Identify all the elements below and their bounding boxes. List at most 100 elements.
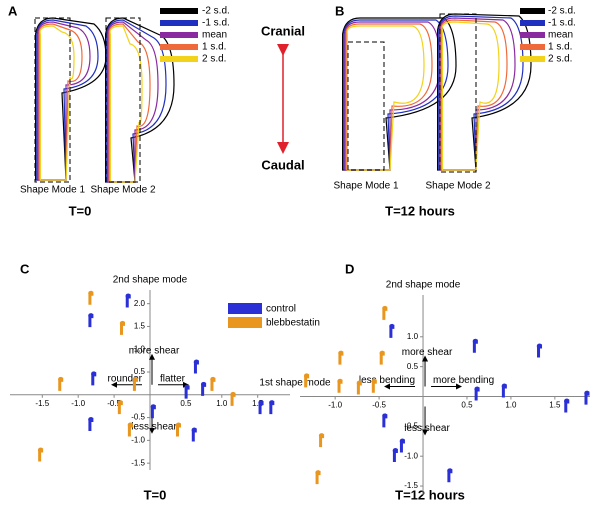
annotation: less bending	[359, 375, 415, 386]
x-tick-label: -1.0	[71, 399, 85, 408]
shape-outline	[441, 21, 500, 171]
legend-swatch	[520, 56, 545, 62]
legend-swatch	[160, 44, 198, 50]
data-point	[318, 433, 325, 448]
data-point	[191, 427, 197, 442]
data-point	[382, 413, 388, 428]
data-point	[150, 404, 156, 419]
shape-outline	[438, 15, 524, 171]
legend-swatch	[160, 32, 198, 38]
panel-letter: B	[335, 3, 344, 18]
annotation: rounder	[108, 373, 143, 384]
data-point	[58, 376, 64, 391]
shape-outline	[109, 25, 143, 183]
legend-swatch	[228, 303, 262, 314]
data-point	[193, 359, 199, 374]
panel-caption: T=0	[69, 203, 92, 218]
data-point	[184, 384, 190, 399]
data-point	[88, 313, 94, 328]
data-point	[399, 438, 405, 453]
mode-label: Shape Mode 2	[90, 185, 155, 196]
mode-label: Shape Mode 1	[333, 181, 398, 192]
shape-outline	[344, 21, 441, 171]
data-point	[127, 422, 133, 437]
data-point	[258, 400, 264, 415]
y-tick-label: 0.5	[407, 362, 419, 371]
legend-label: 2 s.d.	[202, 54, 226, 65]
y-tick-label: -1.5	[131, 458, 145, 467]
data-point	[91, 371, 97, 386]
legend-label: control	[266, 304, 296, 315]
y-tick-label: 2.0	[134, 299, 146, 308]
data-point	[389, 323, 395, 338]
mode-label: Shape Mode 1	[20, 185, 85, 196]
data-point	[315, 470, 321, 485]
data-point	[392, 448, 398, 462]
y-axis-label: 2nd shape mode	[386, 280, 461, 291]
data-point	[447, 468, 453, 483]
shape-outline	[343, 19, 449, 171]
panel-caption: T=12 hours	[395, 487, 465, 502]
x-tick-label: 1.0	[216, 399, 228, 408]
x-tick-label: 1.5	[549, 401, 561, 410]
annotation: more shear	[129, 345, 180, 356]
legend-swatch	[160, 20, 198, 26]
legend-swatch	[520, 32, 545, 38]
data-point	[536, 343, 543, 358]
mode-label: Shape Mode 2	[425, 181, 490, 192]
data-point	[338, 350, 344, 365]
shape-outline	[439, 17, 516, 171]
shape-outline	[39, 25, 75, 181]
data-point	[119, 320, 125, 335]
data-point	[88, 416, 94, 431]
shape-outline	[342, 17, 457, 171]
annotation: less shear	[404, 423, 450, 434]
annotation: flatter	[160, 373, 186, 384]
panel-letter: C	[20, 261, 30, 276]
panel-letter: A	[8, 3, 18, 18]
legend-label: blebbestatin	[266, 318, 320, 329]
legend-label: -2 s.d.	[202, 6, 230, 17]
shape-outline	[38, 23, 83, 181]
x-tick-label: 0.5	[180, 399, 192, 408]
data-point	[382, 305, 388, 320]
shape-outline	[346, 25, 425, 171]
legend-swatch	[228, 317, 262, 328]
shape-outline	[345, 23, 433, 171]
shape-outline	[36, 19, 99, 181]
data-point	[125, 293, 131, 308]
y-tick-label: -1.5	[404, 481, 418, 490]
dashed-box	[105, 17, 141, 183]
y-tick-label: -1.0	[131, 435, 145, 444]
y-tick-label: 1.5	[134, 322, 146, 331]
data-point	[474, 386, 480, 401]
dashed-box	[439, 13, 477, 173]
x-tick-label: 1.0	[505, 401, 517, 410]
legend-swatch	[520, 20, 545, 26]
dashed-box	[347, 41, 385, 171]
shape-outline	[108, 23, 151, 183]
legend-swatch	[520, 8, 545, 14]
data-point	[564, 398, 570, 413]
legend-label: mean	[548, 30, 573, 41]
data-point	[175, 422, 181, 437]
panel-caption: T=12 hours	[385, 203, 455, 218]
panel-letter: D	[345, 261, 354, 276]
data-point	[117, 400, 123, 415]
x-tick-label: -1.5	[35, 399, 49, 408]
legend-label: -1 s.d.	[548, 18, 576, 29]
shape-outline	[440, 19, 508, 171]
x-tick-label: 0.5	[461, 401, 473, 410]
y-tick-label: 0.5	[134, 367, 146, 376]
data-point	[337, 378, 343, 393]
x-tick-label: -0.5	[372, 401, 386, 410]
data-point	[269, 400, 275, 415]
data-point	[132, 376, 138, 391]
legend-label: -1 s.d.	[202, 18, 230, 29]
shape-outline	[107, 21, 159, 183]
data-point	[210, 376, 216, 391]
legend-label: 1 s.d.	[202, 42, 226, 53]
cranial-label: Cranial	[261, 23, 305, 38]
y-axis-label: 2nd shape mode	[113, 275, 188, 286]
